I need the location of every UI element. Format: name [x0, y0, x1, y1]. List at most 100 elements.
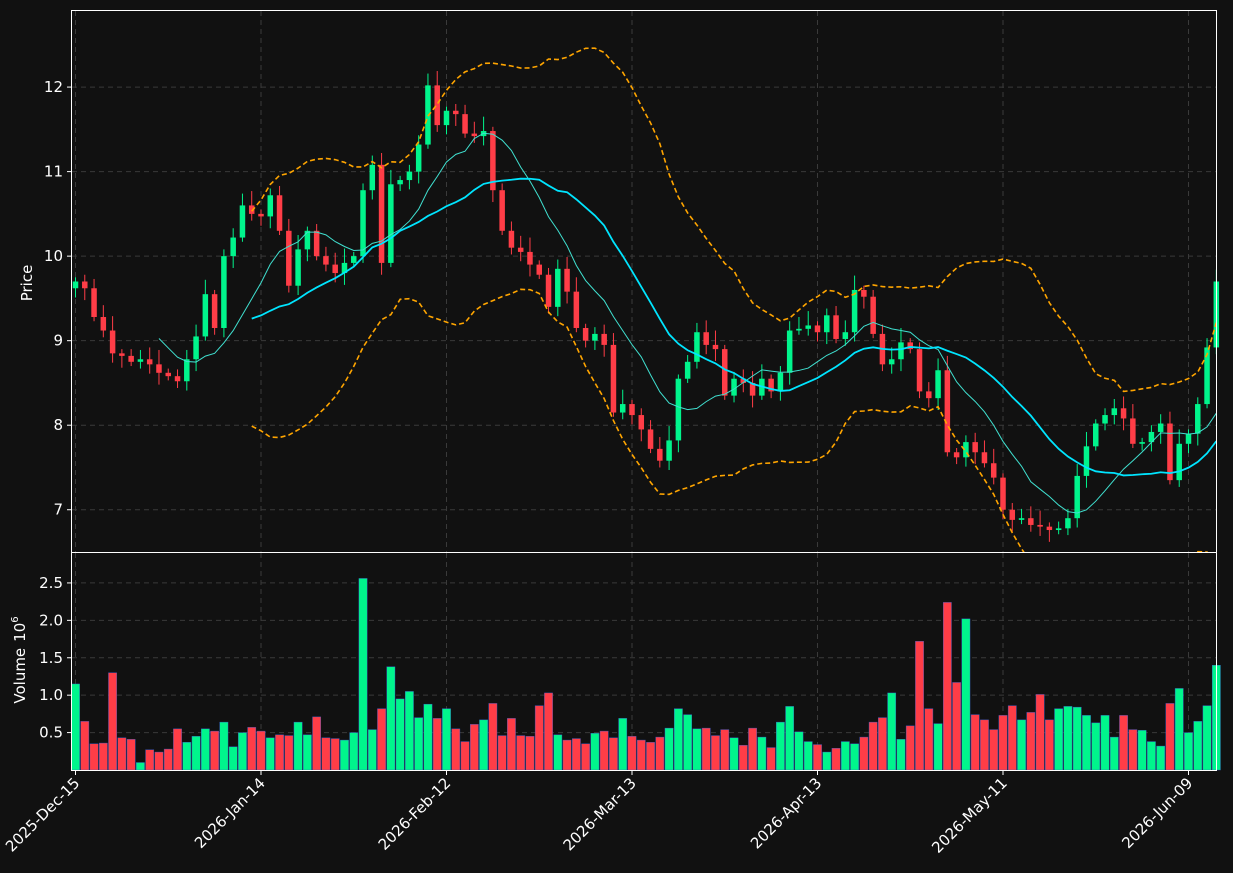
candle-body: [907, 342, 913, 350]
price-tick-label: 9: [53, 332, 63, 350]
candle-body: [443, 110, 450, 126]
candle: [1065, 508, 1071, 536]
candle: [814, 321, 821, 342]
volume-bar: [581, 743, 590, 771]
volume-bar: [794, 731, 804, 771]
candle: [1093, 419, 1099, 451]
candle: [824, 308, 830, 345]
volume-bar: [544, 692, 553, 771]
candle-body: [100, 317, 107, 331]
volume-bar: [247, 727, 257, 771]
volume-bar: [182, 742, 192, 771]
volume-bar: [154, 751, 164, 771]
volume-bar: [924, 708, 934, 771]
volume-bar: [1082, 715, 1091, 771]
candle-body: [1083, 446, 1090, 476]
candle: [796, 317, 802, 335]
volume-bar: [265, 737, 275, 771]
candle-body: [824, 315, 830, 333]
volume-bar: [108, 672, 117, 771]
price-tick-label: 7: [53, 501, 63, 519]
volume-bar: [738, 745, 748, 771]
volume-bar: [989, 729, 999, 771]
candle-body: [174, 376, 181, 382]
candle-body: [1046, 526, 1053, 531]
candle-body: [1093, 423, 1099, 447]
candle-body: [434, 85, 440, 126]
candle-body: [1120, 408, 1127, 419]
candle-body: [629, 404, 635, 416]
volume-bar: [451, 728, 461, 771]
volume-bar: [80, 721, 90, 771]
volume-bar: [423, 703, 433, 771]
volume-bar: [1128, 729, 1138, 771]
candle-body: [916, 349, 923, 392]
volume-bar: [414, 717, 424, 771]
volume-bar: [405, 691, 414, 771]
candle: [768, 374, 774, 399]
volume-bar: [1054, 708, 1063, 771]
candle: [610, 333, 617, 417]
candle-body: [128, 355, 134, 362]
volume-bar: [432, 718, 442, 771]
candle-body: [137, 359, 144, 362]
volume-bar: [126, 739, 136, 771]
candle-body: [109, 330, 116, 354]
overlays: [158, 47, 1216, 552]
candle-body: [953, 452, 960, 458]
candle: [731, 371, 737, 403]
volume-bar: [859, 736, 869, 771]
volume-bar: [711, 735, 720, 771]
volume-bar: [590, 733, 600, 771]
candle-body: [777, 372, 784, 392]
lower-band-line: [251, 288, 1209, 552]
ma-fast-line: [158, 132, 1216, 514]
candle-body: [1185, 433, 1192, 444]
candle-body: [72, 281, 79, 289]
candle: [221, 249, 227, 338]
candle: [805, 311, 811, 336]
volume-axis-title: Volume 106: [10, 616, 29, 703]
candle: [666, 426, 672, 471]
volume-bar: [1137, 730, 1147, 771]
volume-bar: [479, 719, 488, 771]
candle: [323, 246, 329, 272]
volume-axis-title-text: Volume: [11, 648, 29, 704]
candle: [341, 248, 348, 285]
candle-body: [768, 378, 774, 392]
candle: [128, 349, 134, 367]
volume-bar: [970, 714, 980, 771]
candle: [378, 153, 385, 275]
volume-bar: [766, 747, 776, 771]
candle: [527, 237, 533, 277]
candle: [888, 347, 895, 374]
candle-body: [1018, 518, 1025, 520]
candle: [749, 371, 756, 408]
candle: [545, 267, 552, 314]
candle-body: [842, 332, 849, 339]
candle-body: [749, 382, 756, 396]
candle-body: [963, 442, 969, 458]
candle-body: [944, 370, 951, 453]
volume-bar: [71, 683, 80, 771]
volume-bar: [367, 729, 377, 771]
candle: [490, 126, 496, 203]
price-tick-label: 10: [44, 247, 63, 265]
candle-body: [202, 294, 209, 337]
volume-bar: [1147, 741, 1156, 771]
volume-bar: [1184, 732, 1193, 771]
candle: [1000, 473, 1006, 520]
candle: [944, 355, 951, 457]
candle-body: [601, 333, 607, 345]
volume-bar: [507, 718, 516, 771]
candle-body: [258, 213, 264, 217]
candle: [1139, 437, 1145, 451]
candle: [675, 374, 682, 453]
candle: [907, 338, 913, 354]
volume-bar: [469, 724, 479, 771]
candle: [1074, 464, 1080, 528]
volume-bar: [609, 737, 618, 771]
volume-bar: [395, 698, 405, 771]
candle: [174, 369, 181, 389]
candle: [295, 235, 301, 296]
